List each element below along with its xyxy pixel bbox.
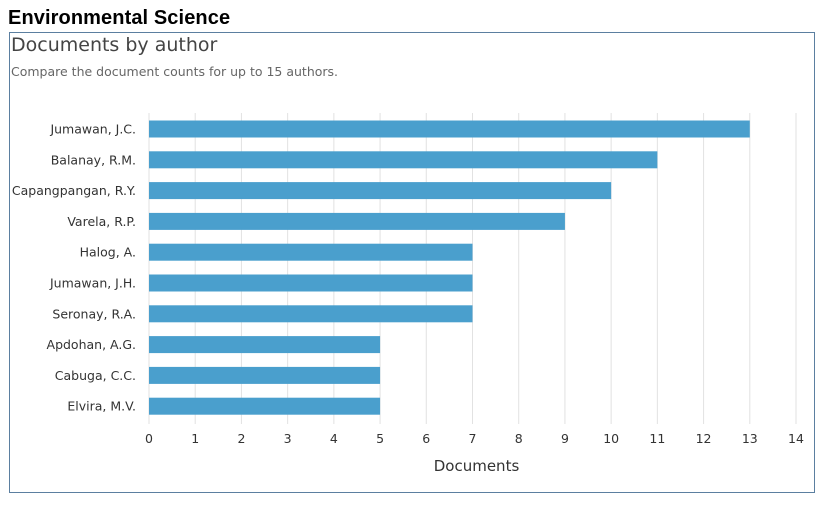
x-tick-labels: 0 1 2 3 4 5 6 7 8 9 10 11 12 13 14 xyxy=(145,431,804,446)
category-label: Apdohan, A.G. xyxy=(47,337,136,352)
x-tick-label: 2 xyxy=(237,431,245,446)
category-label: Capangpangan, R.Y. xyxy=(12,183,136,198)
bar[interactable] xyxy=(149,336,381,354)
x-tick-label: 14 xyxy=(788,431,804,446)
bar[interactable] xyxy=(149,366,381,384)
x-tick-label: 0 xyxy=(145,431,153,446)
x-axis-title: Documents xyxy=(434,457,520,475)
bar[interactable] xyxy=(149,182,612,200)
x-tick-label: 4 xyxy=(330,431,338,446)
page-heading: Environmental Science xyxy=(8,7,231,29)
x-tick-label: 8 xyxy=(515,431,523,446)
category-label: Cabuga, C.C. xyxy=(55,368,136,383)
bar[interactable] xyxy=(149,120,750,138)
bar[interactable] xyxy=(149,397,381,415)
chart-subtitle: Compare the document counts for up to 15… xyxy=(11,64,339,79)
x-tick-label: 13 xyxy=(742,431,758,446)
category-label: Jumawan, J.H. xyxy=(49,276,136,291)
x-tick-label: 1 xyxy=(191,431,199,446)
x-tick-label: 11 xyxy=(649,431,665,446)
category-label: Elvira, M.V. xyxy=(67,399,136,414)
x-tick-label: 5 xyxy=(376,431,384,446)
chart-panel xyxy=(9,32,815,493)
x-tick-label: 10 xyxy=(603,431,619,446)
category-labels: Jumawan, J.C. Balanay, R.M. Capangpangan, … xyxy=(12,122,136,414)
bar[interactable] xyxy=(149,243,473,261)
category-label: Varela, R.P. xyxy=(67,214,136,229)
chart-title: Documents by author xyxy=(11,34,218,56)
bars xyxy=(149,120,750,415)
x-tick-label: 6 xyxy=(422,431,430,446)
category-label: Balanay, R.M. xyxy=(51,152,136,167)
bar[interactable] xyxy=(149,151,658,169)
x-tick-label: 9 xyxy=(561,431,569,446)
category-label: Jumawan, J.C. xyxy=(49,122,136,137)
bar[interactable] xyxy=(149,305,473,323)
x-tick-label: 12 xyxy=(696,431,712,446)
bar[interactable] xyxy=(149,212,565,230)
category-label: Seronay, R.A. xyxy=(52,306,136,321)
bar[interactable] xyxy=(149,274,473,292)
x-tick-label: 3 xyxy=(284,431,292,446)
x-tick-label: 7 xyxy=(469,431,477,446)
category-label: Halog, A. xyxy=(80,245,136,260)
